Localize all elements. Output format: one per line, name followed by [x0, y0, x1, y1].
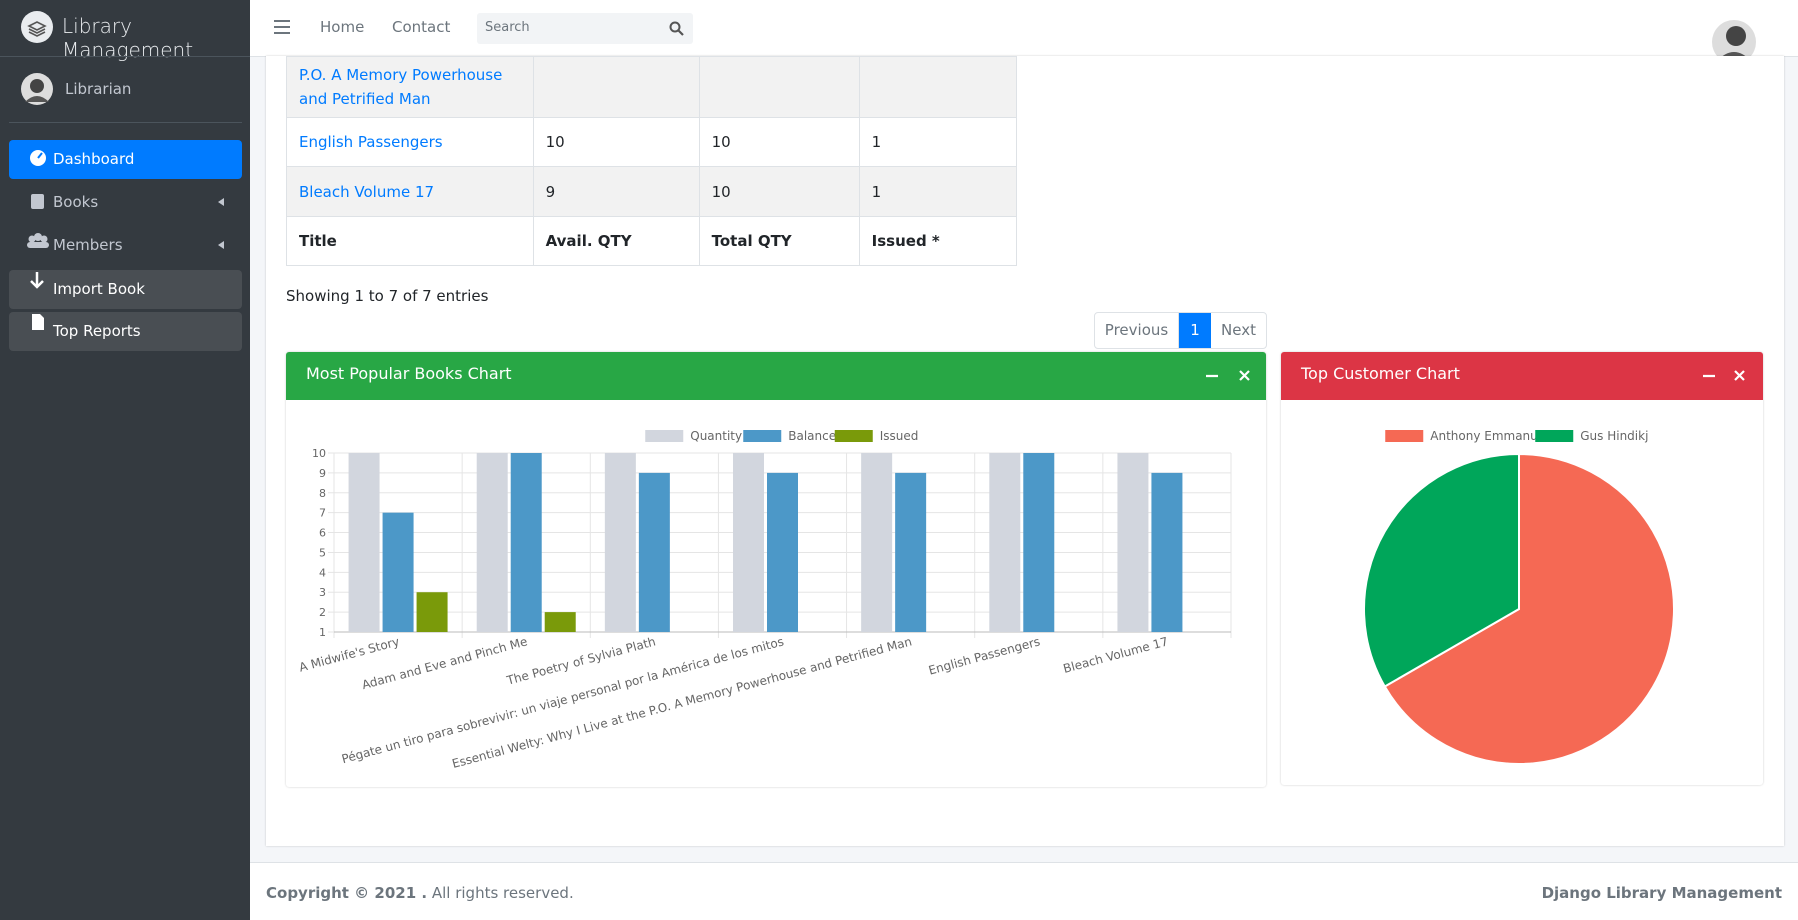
- search-icon[interactable]: [669, 21, 684, 36]
- table-cell: 10: [698, 117, 860, 167]
- books-table: P.O. A Memory Powerhouse and Petrified M…: [286, 56, 1018, 266]
- menu-toggle[interactable]: [274, 20, 290, 34]
- rights: All rights reserved.: [431, 884, 574, 902]
- table-cell: [858, 56, 1018, 118]
- card-header: Most Popular Books Chart: [286, 352, 1266, 400]
- card-title: Most Popular Books Chart: [306, 364, 512, 383]
- table-cell: Avail. QTY: [532, 216, 700, 266]
- nav-icons: [27, 150, 224, 330]
- nav-reports[interactable]: Top Reports: [9, 312, 242, 351]
- table-cell: [698, 56, 860, 118]
- nav-import[interactable]: Import Book: [9, 270, 242, 309]
- nav-home[interactable]: Home: [320, 18, 365, 36]
- page-prev[interactable]: Previous: [1095, 313, 1179, 348]
- pie-card: Top Customer Chart: [1281, 352, 1763, 785]
- user-avatar: [21, 73, 53, 105]
- card-title: Top Customer Chart: [1301, 364, 1460, 383]
- table-row: Bleach Volume 17 9 10 1: [286, 166, 1018, 217]
- user-name[interactable]: Librarian: [65, 80, 132, 98]
- top-navbar: Home Contact Search: [250, 0, 1798, 64]
- table-cell[interactable]: English Passengers: [286, 117, 534, 167]
- table-cell: 10: [698, 166, 860, 217]
- footer: Copyright © 2021 . All rights reserved. …: [250, 862, 1798, 920]
- nav-books[interactable]: Books: [53, 193, 99, 211]
- card-header: Top Customer Chart: [1281, 352, 1763, 400]
- table-cell: Issued *: [858, 216, 1018, 266]
- table-cell: 1: [858, 117, 1018, 167]
- bar-card: Most Popular Books Chart: [286, 352, 1266, 787]
- table-cell: 1: [858, 166, 1018, 217]
- nav-dashboard[interactable]: Dashboard: [9, 140, 242, 179]
- table-row: P.O. A Memory Powerhouse and Petrified M…: [286, 56, 1018, 118]
- nav-contact[interactable]: Contact: [392, 18, 451, 36]
- search-box[interactable]: Search: [477, 13, 693, 44]
- nav-members[interactable]: Members: [53, 236, 123, 254]
- table-cell[interactable]: P.O. A Memory Powerhouse and Petrified M…: [286, 56, 534, 118]
- page-next[interactable]: Next: [1221, 321, 1256, 339]
- divider: [0, 56, 250, 57]
- table-cell[interactable]: Bleach Volume 17: [286, 166, 534, 217]
- table-cell: 9: [532, 166, 700, 217]
- table-cell: [532, 56, 700, 118]
- table-info: Showing 1 to 7 of 7 entries: [286, 287, 489, 305]
- page-1[interactable]: 1: [1179, 313, 1211, 348]
- sidebar: Library Management Librarian Dashboard B…: [0, 0, 250, 920]
- table-row: English Passengers 10 10 1: [286, 117, 1018, 167]
- table-cell: Title: [286, 216, 534, 266]
- table-cell: 10: [532, 117, 700, 167]
- product-name: Django Library Management: [1541, 884, 1782, 902]
- table-footer: Title Avail. QTY Total QTY Issued *: [286, 216, 1018, 266]
- brand-logo: [21, 11, 53, 43]
- divider: [9, 122, 242, 123]
- brand[interactable]: Library Management: [62, 14, 194, 62]
- table-cell: Total QTY: [698, 216, 860, 266]
- copyright: Copyright © 2021 .: [266, 884, 428, 902]
- pagination: Previous 1 Next: [1094, 312, 1267, 349]
- search-placeholder: Search: [485, 20, 530, 35]
